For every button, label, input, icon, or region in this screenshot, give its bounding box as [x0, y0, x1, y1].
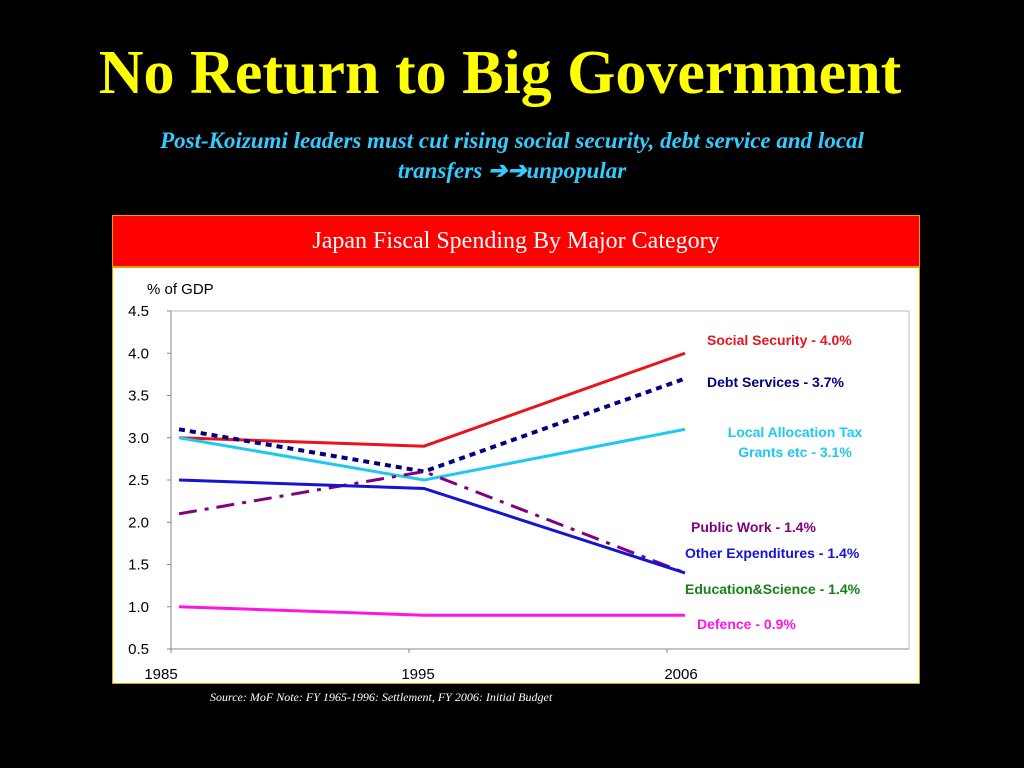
series-label: Public Work - 1.4% [691, 519, 817, 535]
y-tick-label: 0.5 [128, 641, 149, 658]
subtitle-end: unpopular [526, 158, 627, 183]
subtitle-line2: transfers [397, 158, 483, 183]
y-tick-label: 3.0 [128, 430, 149, 447]
slide-title: No Return to Big Government [98, 39, 902, 107]
subtitle-line1: Post-Koizumi leaders must cut rising soc… [160, 128, 864, 153]
y-tick-label: 2.0 [128, 514, 149, 531]
x-tick-label: 1995 [401, 666, 434, 683]
series-line [178, 470, 686, 575]
series-label: Other Expenditures - 1.4% [685, 545, 860, 561]
chart-container: % of GDP 4.5 4.0 3.5 3.0 2.5 2.0 1.5 1.0 0.5 1985 1… [112, 215, 920, 684]
series-label: Defence - 0.9% [697, 616, 796, 632]
chart-title: Japan Fiscal Spending By Major Category [113, 216, 919, 268]
x-tick-label: 1985 [144, 666, 177, 683]
arrow-icons: ➔➔ [487, 158, 527, 183]
slide-subtitle: Post-Koizumi leaders must cut rising soc… [40, 126, 984, 186]
line-chart: % of GDP 4.5 4.0 3.5 3.0 2.5 2.0 1.5 1.0 0.5 1985 1… [128, 281, 910, 683]
source-note: Source: MoF Note: FY 1965-1996: Settleme… [210, 690, 553, 704]
y-tick-label: 3.5 [128, 388, 149, 405]
y-tick-label: 4.5 [128, 303, 149, 320]
y-tick-label: 1.0 [128, 599, 149, 616]
series-label: Debt Services - 3.7% [707, 374, 845, 390]
y-tick-label: 2.5 [128, 472, 149, 489]
y-axis-label: % of GDP [147, 281, 214, 298]
series-label: Grants etc - 3.1% [738, 444, 852, 460]
y-tick-label: 4.0 [128, 345, 149, 362]
series-line [178, 427, 686, 482]
series-line [178, 478, 686, 575]
x-tick-label: 2006 [664, 666, 697, 683]
series-line [178, 605, 685, 617]
series-line [178, 351, 686, 448]
y-tick-label: 1.5 [128, 557, 149, 574]
series-label: Social Security - 4.0% [707, 332, 852, 348]
series-label: Education&Science - 1.4% [685, 581, 861, 597]
series-label: Local Allocation Tax [728, 424, 863, 440]
series-line [178, 376, 686, 474]
